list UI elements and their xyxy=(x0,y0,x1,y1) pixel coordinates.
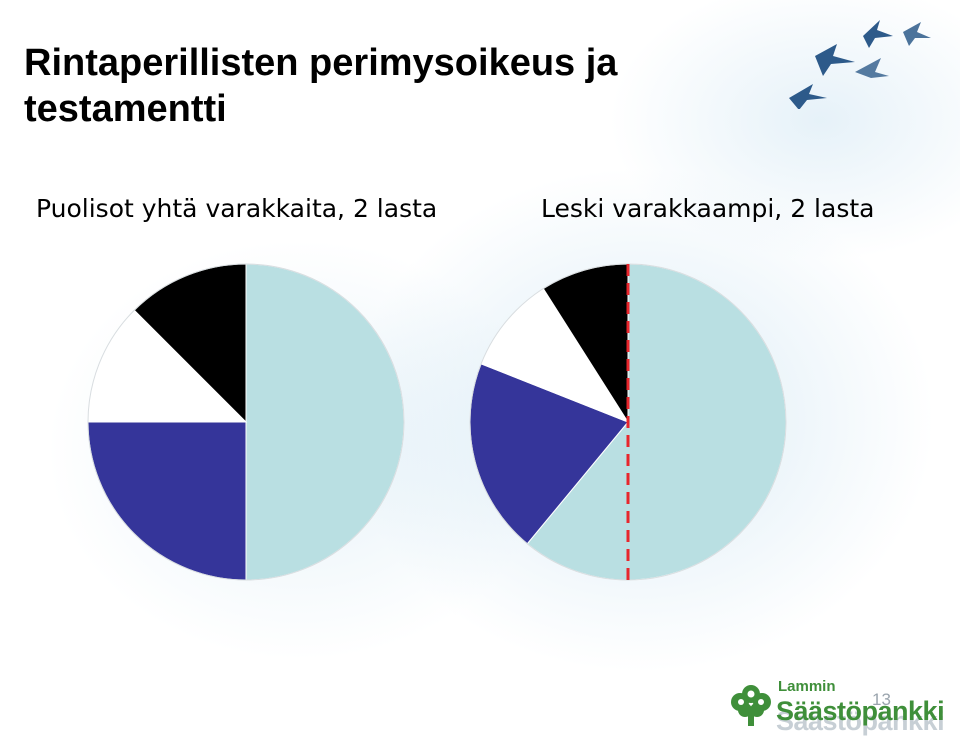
pie-1-slice-1 xyxy=(245,263,405,581)
bank-logo: Lammin Säästöpankki Säästöpankki xyxy=(728,678,958,748)
logo-small-text: Lammin xyxy=(778,678,836,695)
pie-1-outline xyxy=(87,263,405,581)
tree-icon xyxy=(731,685,771,726)
page-title: Rintaperillisten perimysoikeus ja testam… xyxy=(24,42,618,130)
chart-title-right: Leski varakkaampi, 2 lasta xyxy=(541,194,875,223)
page-number: 13 xyxy=(872,690,891,709)
chart-title-left: Puolisot yhtä varakkaita, 2 lasta xyxy=(36,194,438,223)
flying-birds-icon xyxy=(789,20,931,109)
logo-ghost-text: Säästöpankki xyxy=(776,706,945,736)
logo-big-text: Säästöpankki xyxy=(776,696,945,726)
pie-1-slice-2 xyxy=(87,421,247,581)
